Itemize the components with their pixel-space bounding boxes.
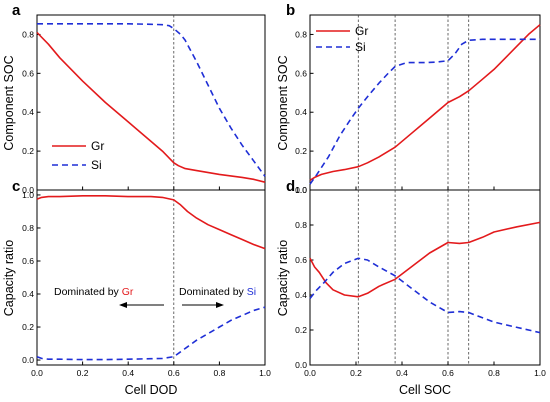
panel-c-series-si-line — [36, 306, 266, 361]
legend-panel-a: Gr Si — [52, 139, 104, 172]
panel-d-ytick-label: 1.0 — [295, 185, 307, 195]
panel-d-xtick-label: 0.6 — [442, 368, 454, 378]
legend-panel-b: Gr Si — [316, 24, 368, 54]
annotation-si-prefix: Dominated by — [179, 286, 247, 298]
panel-d-xtick-label: 0.8 — [488, 368, 500, 378]
panel-c-ytick-label: 0.8 — [22, 223, 34, 233]
series-lines — [36, 22, 541, 361]
panel-a: a — [12, 2, 266, 191]
panel-d-xtick-label: 0.0 — [304, 368, 316, 378]
panel-b-series-gr-line — [309, 24, 541, 181]
panel-c-frame — [36, 189, 266, 366]
panel-b-ylabel: Component SOC — [276, 55, 290, 150]
annotation-si-word: Si — [247, 286, 256, 298]
panel-d-ytick-label: 0.6 — [295, 255, 307, 265]
panel-c-xtick-label: 0.4 — [122, 368, 134, 378]
panel-b-series-si-line — [309, 38, 540, 185]
panel-d-ytick-label: 0.4 — [295, 290, 307, 300]
panel-c-ytick-label: 0.6 — [22, 256, 34, 266]
panel-c-letter: c — [12, 178, 20, 195]
panel-c-xtick-label: 0.2 — [77, 368, 89, 378]
annotation-si-text: Dominated by Si — [179, 286, 256, 298]
panel-d: d — [286, 178, 541, 366]
panel-b-ytick-label: 0.8 — [295, 29, 307, 39]
panel-d-ytick-label: 0.0 — [295, 360, 307, 370]
annotation-gr-text: Dominated by Gr — [54, 286, 134, 298]
panel-a-ytick-label: 0.8 — [22, 29, 34, 39]
panel-b-frame — [309, 14, 541, 191]
panel-d-ytick-label: 0.8 — [295, 220, 307, 230]
annotation-dominated-si: Dominated by Si — [179, 286, 256, 308]
panel-c-xlabel: Cell DOD — [125, 383, 178, 397]
panel-a-series-si-line — [37, 22, 266, 177]
panel-a-frame — [36, 14, 266, 191]
panel-a-ytick-label: 0.6 — [22, 68, 34, 78]
panel-c-ylabel: Capacity ratio — [2, 240, 16, 316]
panel-d-series-gr-line — [309, 221, 541, 298]
legend-b-gr-label: Gr — [355, 24, 368, 38]
panel-c-ytick-label: 1.0 — [22, 190, 34, 200]
panel-c-ytick-label: 0.2 — [22, 322, 34, 332]
panel-c-series-gr-line — [36, 195, 266, 250]
panel-d-xtick-label: 1.0 — [534, 368, 546, 378]
panel-d-series-si-line — [309, 257, 541, 334]
panel-a-ytick-label: 0.2 — [22, 146, 34, 156]
arrow-left-head — [119, 302, 127, 308]
panel-d-ylabel: Capacity ratio — [276, 240, 290, 316]
panel-c-xtick-label: 0.6 — [168, 368, 180, 378]
panel-b-ytick-label: 0.2 — [295, 146, 307, 156]
legend-a-si-label: Si — [91, 158, 102, 172]
panel-c-ytick-label: 0.0 — [22, 355, 34, 365]
panel-d-frame — [309, 189, 541, 366]
panel-b-ytick-label: 0.4 — [295, 107, 307, 117]
annotation-gr-word: Gr — [122, 286, 134, 298]
legend-a-gr-label: Gr — [91, 139, 104, 153]
panel-a-letter: a — [12, 2, 21, 19]
panel-c-ytick-label: 0.4 — [22, 289, 34, 299]
panel-b-ytick-label: 0.6 — [295, 68, 307, 78]
panel-c-xtick-label: 0.0 — [31, 368, 43, 378]
panel-d-xtick-label: 0.2 — [350, 368, 362, 378]
panel-b-letter: b — [286, 2, 295, 19]
panel-a-ytick-label: 0.4 — [22, 107, 34, 117]
annotation-gr-prefix: Dominated by — [54, 286, 122, 298]
panel-a-ylabel: Component SOC — [2, 55, 16, 150]
panel-d-letter: d — [286, 178, 295, 195]
arrow-right-head — [216, 302, 224, 308]
annotation-dominated-gr: Dominated by Gr — [54, 286, 164, 308]
panel-d-ytick-label: 0.2 — [295, 325, 307, 335]
legend-b-si-label: Si — [355, 40, 366, 54]
panel-d-xlabel: Cell SOC — [399, 383, 451, 397]
panel-c-xtick-label: 0.8 — [213, 368, 225, 378]
panel-b-ytick-label: 0.0 — [295, 185, 307, 195]
axis-ticks: 0.0 0.2 0.4 0.6 0.8 0.0 0.2 0.4 0.6 0.8 0.0 0.2 0.4 0… — [22, 29, 546, 378]
panel-a-series-gr-line — [36, 31, 266, 183]
panel-c-xtick-label: 1.0 — [259, 368, 271, 378]
panel-c: c — [12, 178, 266, 366]
panel-a-ytick-label: 0.0 — [22, 185, 34, 195]
panel-d-xtick-label: 0.4 — [396, 368, 408, 378]
